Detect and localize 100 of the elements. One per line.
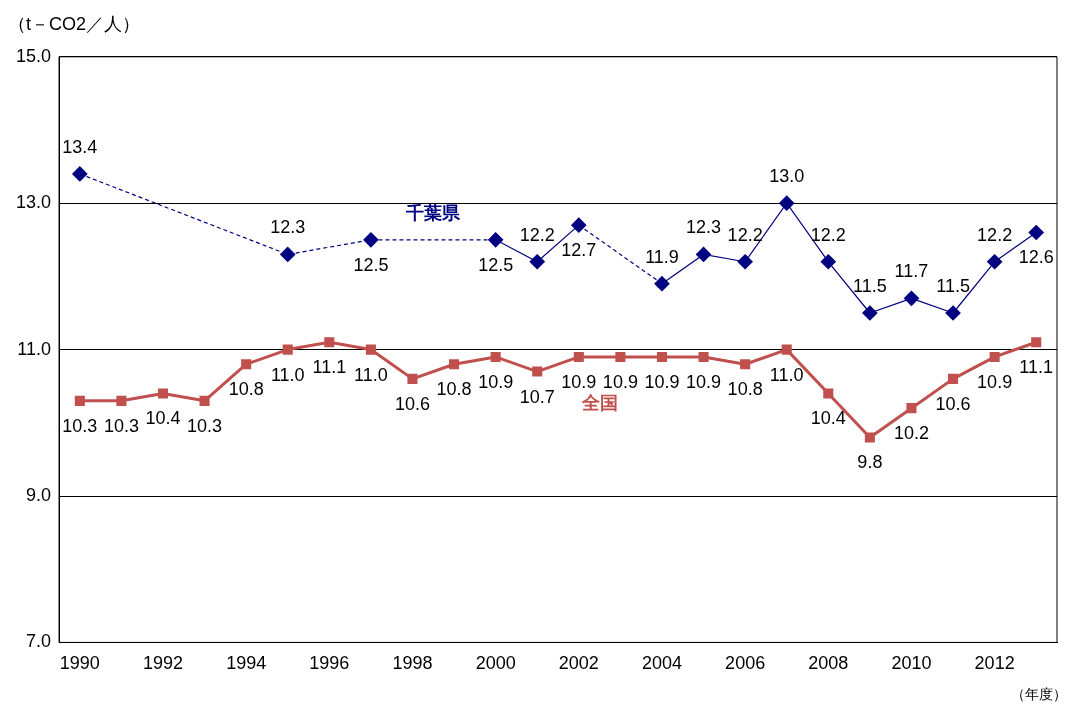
data-label: 11.0 — [769, 364, 804, 385]
x-tick-label: 2004 — [641, 653, 682, 674]
point — [573, 351, 584, 362]
data-label: 10.8 — [727, 379, 763, 400]
point — [532, 366, 543, 377]
point — [157, 388, 169, 399]
data-label: 12.3 — [686, 217, 722, 238]
point — [72, 166, 88, 182]
data-label: 11.1 — [1019, 357, 1054, 378]
point — [781, 344, 792, 355]
x-tick-label: 1994 — [226, 653, 267, 674]
point — [490, 351, 501, 362]
data-label: 10.9 — [561, 371, 597, 392]
point — [695, 246, 712, 263]
data-label: 10.8 — [228, 379, 264, 400]
data-label: 13.0 — [769, 166, 805, 187]
point — [864, 432, 875, 443]
point — [449, 359, 460, 370]
point — [737, 254, 753, 270]
point — [698, 351, 709, 362]
y-tick-label: 13.0 — [15, 192, 52, 213]
point — [241, 359, 252, 370]
series-label: 千葉県 — [405, 203, 462, 224]
point — [571, 217, 587, 233]
point — [615, 351, 626, 362]
data-label: 10.4 — [145, 408, 181, 429]
point — [987, 254, 1003, 270]
point — [488, 232, 504, 248]
data-label: 10.6 — [935, 393, 971, 414]
data-label: 12.2 — [519, 224, 555, 245]
point — [948, 373, 959, 384]
x-tick-label: 1996 — [309, 653, 350, 674]
data-label: 11.5 — [853, 275, 887, 296]
point — [654, 276, 670, 292]
x-tick-label: 1992 — [142, 653, 184, 674]
data-label: 10.9 — [977, 371, 1013, 392]
data-label: 13.4 — [62, 136, 98, 157]
data-label: 11.0 — [354, 364, 388, 385]
point — [823, 388, 834, 399]
data-label: 11.5 — [936, 275, 970, 296]
point — [656, 351, 668, 362]
point — [820, 254, 836, 270]
point — [365, 344, 376, 355]
series-label: 全国 — [580, 393, 618, 414]
point — [324, 337, 335, 348]
x-tick-label: 1998 — [392, 653, 433, 674]
data-label: 11.0 — [270, 364, 305, 385]
point — [1028, 224, 1044, 241]
point — [280, 246, 296, 263]
point — [282, 344, 293, 355]
y-tick-label: 9.0 — [26, 484, 52, 505]
data-label: 10.9 — [478, 371, 514, 392]
point — [740, 359, 751, 370]
data-label: 10.3 — [103, 415, 139, 436]
x-tick-label: 2008 — [808, 653, 849, 674]
point — [1031, 337, 1042, 348]
point — [989, 351, 1000, 362]
data-label: 10.3 — [187, 415, 223, 436]
point — [529, 254, 545, 270]
x-axis-title: （年度） — [1011, 686, 1067, 704]
y-tick-label: 11.0 — [17, 338, 52, 359]
x-tick-label: 2000 — [475, 653, 516, 674]
data-label: 11.9 — [645, 246, 679, 267]
point — [363, 232, 379, 248]
point — [862, 305, 878, 321]
data-label: 12.7 — [561, 240, 597, 261]
point — [407, 373, 418, 384]
point — [945, 305, 961, 321]
x-tick-label: 2012 — [974, 653, 1015, 674]
y-tick-label: 7.0 — [26, 631, 52, 652]
point — [779, 195, 795, 211]
point — [199, 395, 210, 406]
data-label: 10.9 — [686, 371, 722, 392]
x-tick-label: 2002 — [558, 653, 599, 674]
data-label: 12.2 — [977, 224, 1013, 245]
data-label: 12.6 — [1018, 247, 1054, 268]
x-tick-label: 2006 — [725, 653, 766, 674]
data-label: 12.2 — [727, 224, 763, 245]
data-label: 10.8 — [436, 379, 472, 400]
data-label: 10.3 — [62, 415, 98, 436]
data-label: 10.7 — [519, 386, 555, 407]
data-label: 12.3 — [270, 217, 306, 238]
point — [906, 403, 917, 414]
y-tick-label: 15.0 — [15, 45, 52, 66]
data-label: 12.5 — [353, 254, 389, 275]
data-label: 12.5 — [478, 254, 514, 275]
point — [903, 290, 920, 306]
y-axis-title: （t－CO2／人） — [8, 13, 141, 36]
x-tick-label: 1990 — [59, 653, 100, 674]
point — [116, 395, 127, 406]
data-label: 10.9 — [602, 371, 638, 392]
data-label: 10.6 — [394, 393, 430, 414]
data-label: 10.9 — [644, 371, 680, 392]
data-label: 11.1 — [312, 357, 347, 378]
data-label: 10.2 — [893, 423, 929, 444]
data-label: 10.4 — [810, 408, 846, 429]
data-label: 9.8 — [857, 452, 883, 473]
point — [74, 395, 85, 406]
data-label: 11.7 — [894, 261, 929, 282]
data-label: 12.2 — [810, 224, 846, 245]
